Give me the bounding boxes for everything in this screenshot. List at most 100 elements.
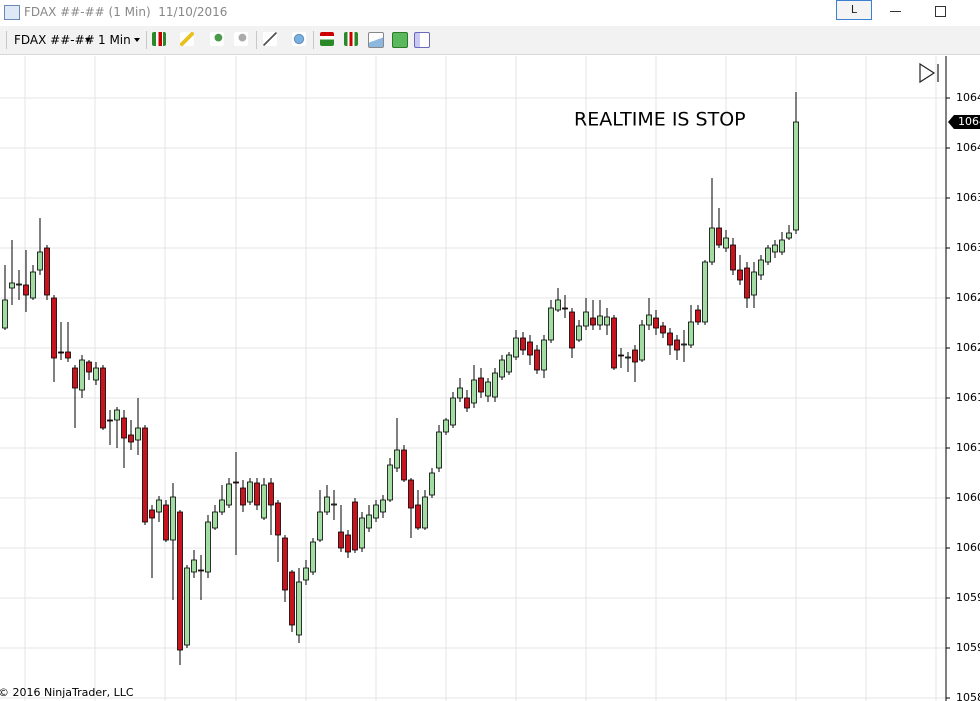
separator xyxy=(256,31,257,49)
bars-button[interactable] xyxy=(344,32,358,46)
y-tick-label: 1060 xyxy=(956,491,980,504)
candle-body xyxy=(51,297,57,359)
y-tick-label: 1062 xyxy=(956,341,980,354)
candle-body xyxy=(338,531,344,549)
y-tick-label: 1060 xyxy=(956,541,980,554)
candle-body xyxy=(9,282,15,289)
candle-body xyxy=(450,397,456,426)
price-chart: REALTIME IS STOP 1064 1064 1063 1063 1062 106… xyxy=(0,56,980,701)
maximize-button[interactable] xyxy=(935,6,946,17)
candle-body xyxy=(100,367,106,429)
candle-body xyxy=(303,567,309,581)
chart-background xyxy=(0,56,980,701)
candle-body xyxy=(737,269,743,281)
candle-body xyxy=(653,317,659,329)
draw-tool-button[interactable] xyxy=(180,32,194,46)
candle-body xyxy=(611,317,617,369)
candle-body xyxy=(709,227,715,263)
candle-body xyxy=(527,341,533,356)
candle-body xyxy=(268,482,274,506)
candle-body xyxy=(30,271,36,299)
candle-body xyxy=(464,397,470,409)
candle-body xyxy=(534,349,540,371)
indicators-button[interactable] xyxy=(368,32,384,48)
candle-body xyxy=(541,339,547,371)
search-button[interactable] xyxy=(292,32,306,46)
candle-body xyxy=(688,321,694,346)
zoom-out-button[interactable] xyxy=(234,32,248,46)
candle-body xyxy=(275,502,281,536)
separator xyxy=(146,31,147,49)
y-tick-label: 1063 xyxy=(956,241,980,254)
candle-body xyxy=(576,325,582,341)
last-price-label: 1064 xyxy=(958,115,980,128)
candle-body xyxy=(219,499,225,513)
candle-body xyxy=(128,434,134,443)
link-button[interactable]: L xyxy=(836,0,872,20)
candle-body xyxy=(499,359,505,378)
play-triangle xyxy=(919,62,936,84)
candle-body xyxy=(296,581,302,636)
dropdown-arrow xyxy=(134,38,140,42)
candle-body xyxy=(429,472,435,496)
candle-body xyxy=(632,349,638,363)
candle-body xyxy=(716,227,722,246)
candle-body xyxy=(555,299,561,311)
candle-body xyxy=(779,239,785,253)
annotation: REALTIME IS STOP xyxy=(574,109,746,131)
candle-body xyxy=(667,332,673,346)
candle-body xyxy=(247,481,253,503)
candle-body xyxy=(79,359,85,391)
chart-style-button[interactable] xyxy=(152,32,166,46)
candle-body xyxy=(23,284,29,296)
y-tick-label: 1059 xyxy=(956,591,980,604)
title-bar: FDAX ##-## (1 Min) 11/10/2016 L xyxy=(0,0,980,26)
candle-body xyxy=(233,481,239,484)
y-tick-label: 1064 xyxy=(956,91,980,104)
candle-body xyxy=(310,541,316,573)
candle-body xyxy=(2,299,8,329)
candle-body xyxy=(163,504,169,541)
candle-body xyxy=(723,237,729,249)
interval-selector[interactable]: 1 Min xyxy=(98,33,131,47)
candle-body xyxy=(415,504,421,529)
candle-body xyxy=(646,314,652,326)
minimize-button[interactable] xyxy=(890,11,901,12)
candle-body xyxy=(72,367,78,389)
candle-body xyxy=(324,496,330,513)
candle-body xyxy=(506,354,512,373)
candle-body xyxy=(373,504,379,519)
candle-body xyxy=(345,534,351,553)
candle-body xyxy=(702,261,708,323)
candle-body xyxy=(205,521,211,573)
trade-button[interactable] xyxy=(320,32,334,46)
candle-body xyxy=(170,496,176,541)
candle-body xyxy=(583,311,589,327)
candle-body xyxy=(86,361,92,373)
candle-body xyxy=(114,409,120,421)
cursor-button[interactable] xyxy=(263,32,277,46)
candle-body xyxy=(401,449,407,481)
strategies-button[interactable] xyxy=(392,32,408,48)
y-tick-label: 1058 xyxy=(956,691,980,701)
candle-body xyxy=(135,427,141,441)
candle-body xyxy=(156,499,162,513)
copyright: © 2016 NinjaTrader, LLC xyxy=(0,686,134,699)
candle-body xyxy=(471,379,477,404)
last-price-marker xyxy=(948,115,980,129)
instrument-selector[interactable]: FDAX ##-## xyxy=(14,33,95,47)
candle-body xyxy=(744,267,750,299)
candle-body xyxy=(380,499,386,513)
candle-body xyxy=(520,337,526,351)
properties-button[interactable] xyxy=(414,32,430,48)
candle-body xyxy=(121,417,127,439)
candle-body xyxy=(254,482,260,506)
candle-body xyxy=(618,354,624,357)
candle-body xyxy=(422,496,428,529)
candle-body xyxy=(212,511,218,529)
zoom-in-button[interactable] xyxy=(210,32,224,46)
candle-body xyxy=(16,283,22,286)
y-tick-label: 1059 xyxy=(956,641,980,654)
